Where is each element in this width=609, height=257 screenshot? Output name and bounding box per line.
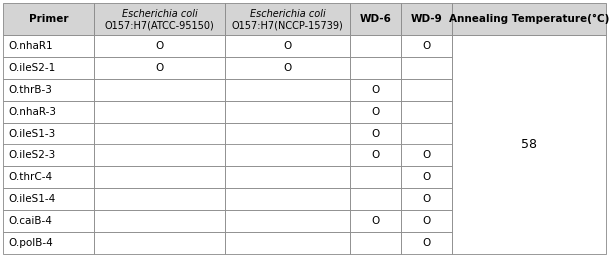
Text: Annealing Temperature(°C): Annealing Temperature(°C) — [449, 14, 609, 24]
Bar — [350, 101, 401, 123]
Bar — [225, 232, 350, 254]
Bar — [401, 188, 452, 210]
Text: O: O — [371, 216, 380, 226]
Text: Primer: Primer — [29, 14, 68, 24]
Bar — [350, 210, 401, 232]
Text: O.thrC-4: O.thrC-4 — [8, 172, 52, 182]
Bar — [401, 3, 452, 35]
Bar — [401, 210, 452, 232]
Bar — [3, 57, 94, 79]
Bar — [94, 144, 225, 166]
Bar — [94, 57, 225, 79]
Text: O.thrB-3: O.thrB-3 — [8, 85, 52, 95]
Text: O157:H7(NCCP-15739): O157:H7(NCCP-15739) — [231, 20, 343, 30]
Bar — [3, 3, 94, 35]
Text: O: O — [423, 216, 431, 226]
Text: O: O — [423, 150, 431, 160]
Bar — [452, 3, 606, 35]
Bar — [401, 57, 452, 79]
Bar — [3, 188, 94, 210]
Text: O: O — [423, 172, 431, 182]
Bar — [225, 166, 350, 188]
Bar — [225, 79, 350, 101]
Bar — [94, 166, 225, 188]
Bar — [350, 57, 401, 79]
Text: 58: 58 — [521, 138, 537, 151]
Bar — [225, 3, 350, 35]
Bar — [350, 79, 401, 101]
Bar — [401, 123, 452, 144]
Bar — [350, 3, 401, 35]
Bar — [350, 232, 401, 254]
Bar — [225, 123, 350, 144]
Text: O: O — [423, 194, 431, 204]
Text: O: O — [283, 41, 292, 51]
Bar — [94, 210, 225, 232]
Bar — [3, 79, 94, 101]
Bar — [3, 101, 94, 123]
Text: O: O — [371, 85, 380, 95]
Text: Escherichia coli: Escherichia coli — [250, 8, 325, 19]
Text: O.ileS2-3: O.ileS2-3 — [8, 150, 55, 160]
Bar — [452, 35, 606, 254]
Bar — [350, 166, 401, 188]
Text: O: O — [371, 128, 380, 139]
Bar — [401, 166, 452, 188]
Text: O: O — [155, 41, 164, 51]
Text: O: O — [423, 41, 431, 51]
Bar — [350, 35, 401, 57]
Bar — [225, 57, 350, 79]
Text: WD-6: WD-6 — [360, 14, 392, 24]
Bar — [401, 101, 452, 123]
Bar — [350, 123, 401, 144]
Text: O: O — [371, 150, 380, 160]
Bar — [3, 210, 94, 232]
Bar — [3, 35, 94, 57]
Bar — [225, 210, 350, 232]
Bar — [94, 188, 225, 210]
Bar — [94, 3, 225, 35]
Text: O.polB-4: O.polB-4 — [8, 238, 53, 248]
Bar — [225, 188, 350, 210]
Bar — [3, 166, 94, 188]
Text: Escherichia coli: Escherichia coli — [122, 8, 197, 19]
Bar — [401, 232, 452, 254]
Bar — [401, 79, 452, 101]
Text: WD-9: WD-9 — [411, 14, 443, 24]
Bar — [94, 232, 225, 254]
Bar — [350, 144, 401, 166]
Text: O: O — [283, 63, 292, 73]
Text: O.ileS2-1: O.ileS2-1 — [8, 63, 55, 73]
Bar — [94, 79, 225, 101]
Text: O: O — [155, 63, 164, 73]
Text: O.ileS1-3: O.ileS1-3 — [8, 128, 55, 139]
Bar — [3, 123, 94, 144]
Text: O: O — [423, 238, 431, 248]
Text: O.nhaR1: O.nhaR1 — [8, 41, 52, 51]
Bar — [225, 101, 350, 123]
Text: O157:H7(ATCC-95150): O157:H7(ATCC-95150) — [105, 20, 214, 30]
Bar — [401, 144, 452, 166]
Bar — [94, 101, 225, 123]
Bar — [401, 35, 452, 57]
Bar — [3, 144, 94, 166]
Text: O.ileS1-4: O.ileS1-4 — [8, 194, 55, 204]
Bar — [350, 188, 401, 210]
Text: O: O — [371, 107, 380, 117]
Bar — [94, 123, 225, 144]
Bar — [3, 232, 94, 254]
Bar — [94, 35, 225, 57]
Text: O.nhaR-3: O.nhaR-3 — [8, 107, 56, 117]
Text: O.caiB-4: O.caiB-4 — [8, 216, 52, 226]
Bar — [225, 144, 350, 166]
Bar — [225, 35, 350, 57]
